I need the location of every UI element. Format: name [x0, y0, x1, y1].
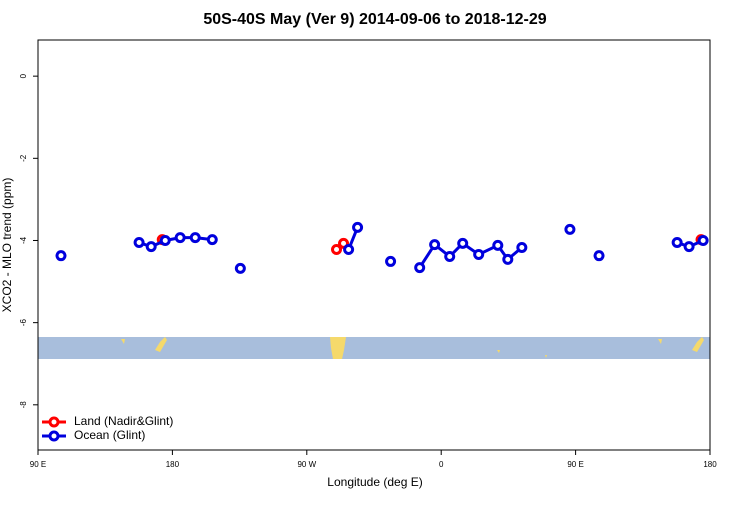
point — [145, 241, 157, 253]
x-tick-label: 90 W — [297, 460, 316, 469]
point — [174, 232, 186, 244]
series-line — [138, 226, 704, 269]
y-tick-label: -6 — [19, 319, 28, 327]
point — [473, 248, 485, 260]
point — [502, 253, 514, 265]
point — [697, 234, 709, 246]
legend-label: Land (Nadir&Glint) — [74, 414, 173, 428]
land-shapes — [121, 337, 704, 359]
legend-label: Ocean (Glint) — [74, 428, 145, 442]
x-tick-label: 180 — [166, 460, 180, 469]
land-strip — [38, 337, 710, 359]
point — [429, 239, 441, 251]
point — [189, 232, 201, 244]
point — [683, 241, 695, 253]
point — [457, 237, 469, 249]
point — [206, 234, 218, 246]
plot-frame — [37, 39, 711, 451]
y-tick-label: -2 — [19, 154, 28, 162]
x-tick-label: 90 E — [30, 460, 46, 469]
point — [564, 223, 576, 235]
point — [444, 251, 456, 263]
y-tick-label: 0 — [19, 73, 28, 78]
x-tick-label: 0 — [439, 460, 444, 469]
point — [159, 234, 171, 246]
point — [234, 262, 246, 274]
x-tick-label: 180 — [703, 460, 717, 469]
point — [385, 255, 397, 267]
y-tick-label: -8 — [19, 401, 28, 409]
point — [352, 221, 364, 233]
point — [492, 239, 504, 251]
x-axis-label: Longitude (deg E) — [327, 475, 422, 489]
y-tick-label: -4 — [19, 236, 28, 244]
x-tick-label: 90 E — [567, 460, 583, 469]
point — [133, 237, 145, 249]
point — [671, 237, 683, 249]
legend: Land (Nadir&Glint)Ocean (Glint) — [42, 414, 173, 442]
point — [343, 244, 355, 256]
legend-marker — [48, 430, 60, 442]
point — [516, 241, 528, 253]
point — [593, 250, 605, 262]
point — [414, 262, 426, 274]
chart-title: 50S-40S May (Ver 9) 2014-09-06 to 2018-1… — [203, 11, 546, 28]
y-axis-label: XCO2 - MLO trend (ppm) — [0, 178, 14, 313]
point — [331, 244, 343, 256]
legend-marker — [48, 416, 60, 428]
point — [55, 250, 67, 262]
